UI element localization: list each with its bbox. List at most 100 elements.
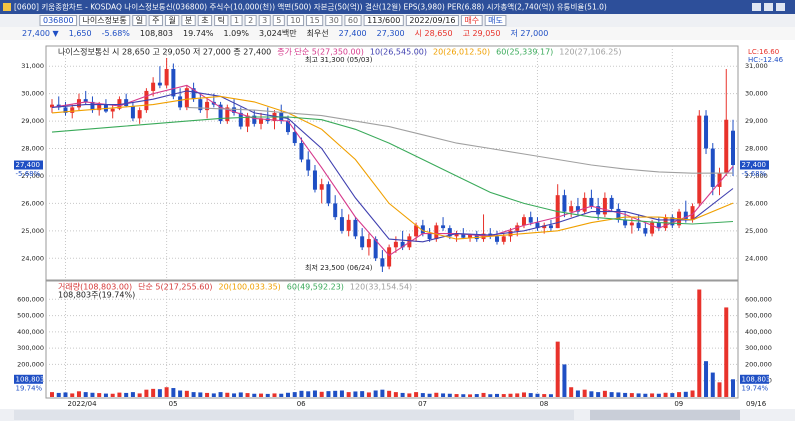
sell-button-box[interactable] bbox=[484, 15, 507, 26]
candle-body bbox=[373, 239, 378, 259]
candle-body bbox=[171, 68, 176, 97]
volume-bar bbox=[90, 392, 95, 397]
legend-entry: 120(27,106.25) bbox=[559, 48, 621, 57]
volume-bar bbox=[575, 390, 580, 397]
period-button-box[interactable] bbox=[197, 15, 213, 26]
zoom-buttons[interactable] bbox=[590, 410, 740, 420]
candle-body bbox=[623, 219, 628, 226]
period-button-box[interactable] bbox=[214, 15, 229, 26]
price-tag-box bbox=[14, 160, 43, 170]
period-button[interactable]: 틱 bbox=[218, 15, 225, 25]
y-tick-label-left: 28,000 bbox=[21, 145, 44, 153]
interval-button[interactable]: 30 bbox=[329, 16, 339, 25]
volume-bar bbox=[353, 391, 358, 397]
price-legend: 나이스정보통신 시 28,650 고 29,050 저 27,000 종 27,… bbox=[58, 47, 271, 57]
stock-name[interactable]: 나이스정보통 bbox=[83, 15, 127, 25]
maximize-button[interactable] bbox=[764, 3, 773, 11]
volume-bar bbox=[387, 390, 392, 397]
candle-body bbox=[542, 225, 547, 229]
interval-button-box[interactable] bbox=[258, 15, 271, 26]
y-tick-label-right: 25,000 bbox=[745, 227, 768, 235]
volume-bar bbox=[110, 393, 115, 397]
interval-button[interactable]: 10 bbox=[290, 16, 300, 25]
change-tag: -5.68% bbox=[742, 170, 767, 178]
candle-body bbox=[70, 107, 75, 113]
volume-bar bbox=[427, 393, 432, 397]
volume-bar bbox=[704, 361, 709, 397]
date-box-box[interactable] bbox=[405, 15, 459, 26]
volume-bar bbox=[366, 392, 371, 397]
close-button[interactable] bbox=[776, 3, 785, 11]
legend-entry: 20(26,012.50) bbox=[433, 48, 490, 57]
interval-button-box[interactable] bbox=[272, 15, 285, 26]
volume-bar bbox=[602, 390, 607, 397]
interval-button[interactable]: 1 bbox=[234, 16, 239, 25]
period-button-box[interactable] bbox=[132, 15, 147, 26]
period-button[interactable]: 일 bbox=[136, 16, 143, 25]
x-tick-label: 2022/04 bbox=[67, 400, 97, 408]
volume-bar bbox=[616, 392, 621, 397]
volume-bar bbox=[434, 392, 439, 397]
ratio-tag: 19.74% bbox=[16, 384, 43, 392]
y-tick-label-left: 24,000 bbox=[21, 254, 44, 262]
period-button-box[interactable] bbox=[164, 15, 180, 26]
volume-ratio: 19.74% bbox=[183, 29, 214, 38]
interval-button-box[interactable] bbox=[344, 15, 362, 26]
interval-button-box[interactable] bbox=[244, 15, 257, 26]
stock-code-box[interactable] bbox=[39, 15, 78, 26]
price-tag-box bbox=[740, 160, 769, 170]
price: 27,400 ▼ bbox=[22, 29, 60, 38]
candle-body bbox=[360, 236, 365, 248]
buy-button-box[interactable] bbox=[460, 15, 483, 26]
interval-button[interactable]: 15 bbox=[310, 16, 320, 25]
change: 1,650 bbox=[69, 29, 92, 38]
volume-bar bbox=[596, 392, 601, 397]
interval-button-box[interactable] bbox=[286, 15, 305, 26]
buy-button[interactable]: 매수 bbox=[464, 16, 479, 25]
candle-body bbox=[191, 88, 196, 100]
volume-bar bbox=[157, 389, 162, 397]
scroll-track[interactable] bbox=[14, 410, 574, 420]
volume-bar bbox=[205, 392, 210, 397]
date-box[interactable]: 2022/09/16 bbox=[409, 16, 455, 25]
count-box[interactable]: 113/600 bbox=[367, 16, 400, 25]
volume-bar bbox=[495, 393, 500, 397]
period-button[interactable]: 초 bbox=[201, 16, 208, 25]
volume-bar bbox=[643, 393, 648, 397]
interval-button-box[interactable] bbox=[325, 15, 343, 26]
x-tick-label: 09 bbox=[674, 400, 683, 408]
interval-button[interactable]: 60 bbox=[348, 16, 358, 25]
interval-button-box[interactable] bbox=[306, 15, 324, 26]
volume-bar bbox=[326, 391, 331, 397]
period-button[interactable]: 분 bbox=[185, 16, 192, 25]
ratio-tag: 19.74% bbox=[742, 384, 769, 392]
minimize-button[interactable] bbox=[752, 3, 761, 11]
volume-bar bbox=[454, 394, 459, 397]
candle-body bbox=[400, 241, 405, 248]
interval-button-box[interactable] bbox=[230, 15, 243, 26]
interval-button[interactable]: 3 bbox=[262, 16, 267, 25]
stock-name-box[interactable] bbox=[79, 15, 131, 26]
volume-bar bbox=[312, 390, 317, 397]
candle-body bbox=[724, 119, 729, 174]
info-row bbox=[0, 27, 795, 40]
volume-bar bbox=[63, 392, 68, 397]
candle-body bbox=[636, 222, 641, 229]
period-button-box[interactable] bbox=[148, 15, 163, 26]
period-button[interactable]: 주 bbox=[152, 16, 159, 25]
volume-bar bbox=[292, 392, 297, 397]
volume-bar bbox=[548, 394, 553, 397]
interval-button[interactable]: 5 bbox=[276, 16, 281, 25]
period-button-box[interactable] bbox=[181, 15, 196, 26]
moving-average bbox=[51, 116, 734, 225]
sell-button[interactable]: 매도 bbox=[488, 16, 503, 25]
count-box-box[interactable] bbox=[363, 15, 404, 26]
legend-entry: 20(100,033.35) bbox=[219, 283, 281, 292]
low: 저 27,000 bbox=[510, 29, 548, 38]
interval-button[interactable]: 2 bbox=[248, 16, 253, 25]
volume-bar bbox=[171, 388, 176, 397]
period-button[interactable]: 월 bbox=[168, 15, 175, 25]
stock-code[interactable]: 036800 bbox=[43, 16, 74, 25]
y-tick-label-left: 200,000 bbox=[17, 360, 44, 368]
